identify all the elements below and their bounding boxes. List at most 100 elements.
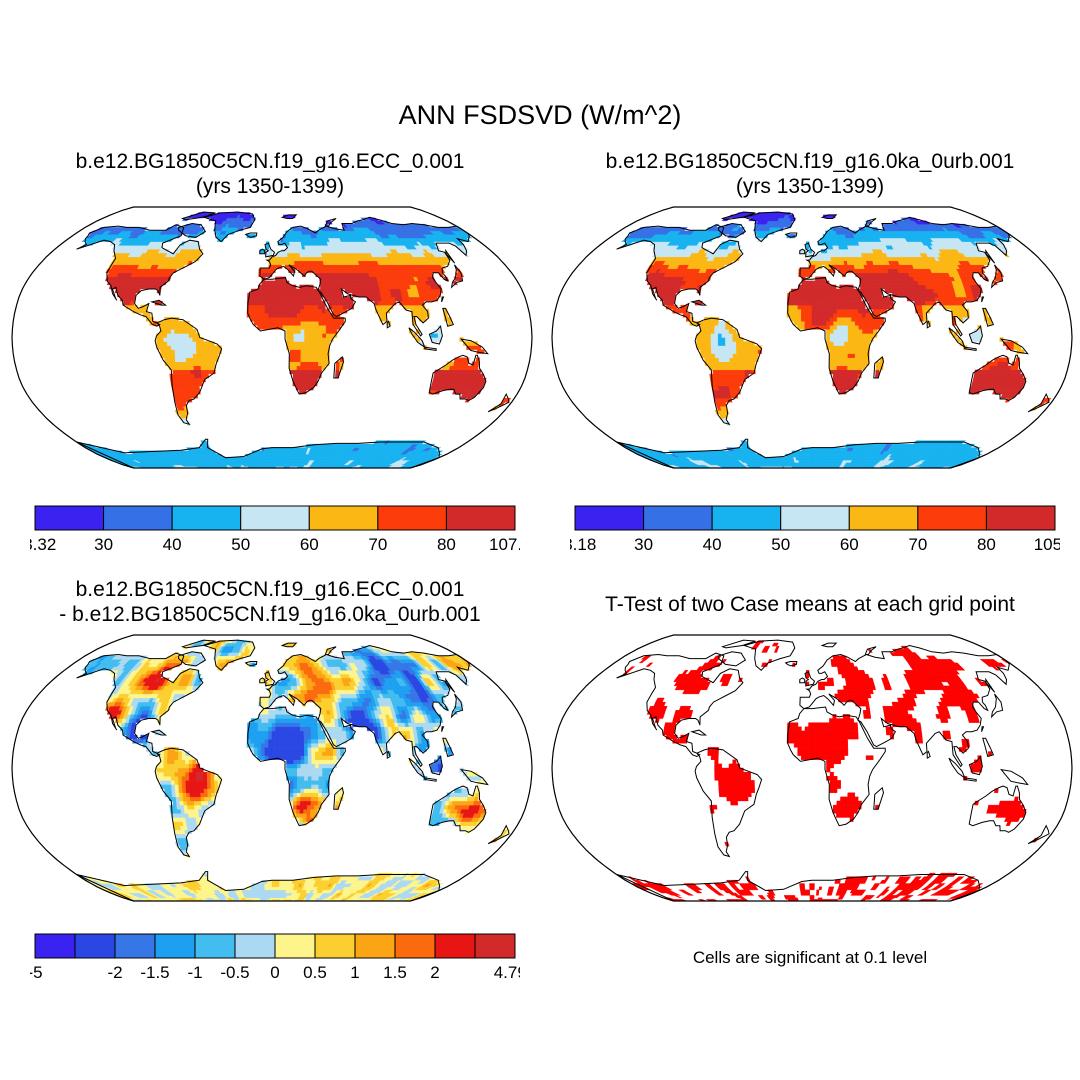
coastline-new-guinea: [459, 338, 489, 355]
coastline-sri-lanka: [926, 320, 931, 329]
map-ttest: [551, 634, 1073, 902]
coastline-ellesmere: [180, 211, 216, 221]
colorbar-label: 40: [163, 535, 182, 554]
map-0ka-mean: [551, 206, 1073, 469]
colorbar-swatch: [574, 505, 645, 531]
colorbar-swatch: [434, 933, 476, 959]
coastline-madagascar: [873, 786, 885, 810]
coastlines: [616, 211, 1050, 468]
coastline-java: [424, 777, 437, 782]
coastline-south-america: [694, 317, 763, 426]
coastline-greenland: [742, 639, 796, 671]
colorbar-label: 13.18: [570, 535, 596, 554]
colorbar-label: 4.794: [494, 963, 520, 982]
coastline-taiwan: [441, 726, 445, 732]
colorbar-label: 70: [368, 535, 387, 554]
coastline-greenland: [202, 211, 256, 243]
coastline-cuba: [690, 729, 708, 736]
colorbar-label: -5: [30, 963, 43, 982]
coastline-ireland: [799, 248, 806, 255]
coastline-new-guinea: [999, 768, 1029, 786]
coastlines: [616, 639, 1050, 901]
coastline-taiwan: [981, 296, 985, 303]
map-cells: [622, 640, 1039, 901]
coastline-sakhalin: [445, 677, 456, 693]
coastline-ireland: [259, 248, 266, 255]
coastline-cuba: [150, 729, 168, 736]
coastline-ireland: [259, 677, 266, 684]
colorbar-label: 13.32: [30, 535, 56, 554]
panel-2-years: (yrs 1350-1399): [735, 175, 885, 198]
coastline-africa: [247, 277, 346, 395]
coastline-iceland: [784, 661, 798, 667]
colorbar-label: 105.2: [1034, 535, 1060, 554]
coastline-africa: [787, 706, 886, 827]
colorbar-swatch: [985, 505, 1056, 531]
coastline-australia: [428, 785, 487, 833]
coastline-australia: [428, 354, 487, 402]
coastline-taiwan: [981, 726, 985, 732]
coastline-borneo: [968, 755, 983, 776]
coastline-baffin: [718, 651, 747, 667]
colorbar-label: 107.87: [489, 535, 520, 554]
colorbar-swatch: [234, 933, 276, 959]
coastline-antarctica: [76, 438, 441, 468]
panel-1-years: (yrs 1350-1399): [195, 175, 345, 198]
colorbar-swatch: [711, 505, 782, 531]
coastline-uk: [804, 671, 816, 687]
colorbar-label: 40: [703, 535, 722, 554]
panel-3-subtitle: - b.e12.BG1850C5CN.f19_g16.0ka_0urb.001: [59, 603, 481, 626]
coastline-ellesmere: [720, 211, 756, 221]
coastline-cuba: [150, 299, 168, 306]
colorbar-swatch: [643, 505, 713, 531]
coastline-novaya-zemlya: [864, 218, 877, 227]
map-cells: [619, 212, 1052, 468]
colorbar-swatch: [34, 505, 105, 531]
coastline-new-guinea: [999, 338, 1029, 355]
colorbar-label: 2: [430, 963, 439, 982]
panel-2-title: b.e12.BG1850C5CN.f19_g16.0ka_0urb.001: [605, 150, 1015, 173]
colorbar-label: 50: [231, 535, 250, 554]
coastline-australia: [968, 354, 1027, 402]
colorbar-swatch: [445, 505, 516, 531]
coastline-baffin: [178, 222, 207, 238]
coastline-borneo: [428, 755, 443, 776]
coastline-sri-lanka: [386, 320, 391, 329]
coastline-north-america: [76, 652, 204, 758]
coastline-north-america: [616, 224, 744, 327]
coastline-uk: [264, 242, 276, 258]
panel-3-title: b.e12.BG1850C5CN.f19_g16.ECC_0.001: [75, 578, 465, 601]
coastline-madagascar: [873, 355, 885, 379]
colorbar-label: 1: [350, 963, 359, 982]
colorbar-label: 1.5: [383, 963, 407, 982]
colorbar-label: 80: [437, 535, 456, 554]
colorbar-label: 0: [270, 963, 279, 982]
map-border: [551, 206, 1073, 469]
coastline-new-guinea: [459, 768, 489, 786]
colorbar-label: 30: [634, 535, 653, 554]
colorbar-label: 50: [771, 535, 790, 554]
colorbar-label: -1: [187, 963, 202, 982]
colorbar-swatch: [354, 933, 396, 959]
coastline-baffin: [718, 222, 747, 238]
coastline-philippines: [982, 307, 995, 327]
coastline-sakhalin: [445, 248, 456, 264]
colorbar-label: 30: [94, 535, 113, 554]
coastline-south-america: [694, 747, 763, 858]
colorbar-swatch: [240, 505, 310, 531]
map-cells: [79, 640, 512, 901]
colorbar-label: -1.5: [140, 963, 169, 982]
colorbar-ecc: 13.32 30 40 50 60 70 80 107.87: [30, 505, 520, 554]
colorbar-difference: -5 -2 -1.5 -1 -0.5 0 0.5 1 1.5 2 4.794: [30, 933, 520, 982]
coastline-philippines: [442, 307, 455, 327]
colorbar-swatch: [780, 505, 850, 531]
coastline-africa: [787, 277, 886, 395]
coastline-madagascar: [333, 786, 345, 810]
map-border: [11, 634, 533, 902]
coastline-africa: [247, 706, 346, 827]
colorbar-swatch: [308, 505, 379, 531]
coastline-java: [964, 346, 977, 351]
map-border: [11, 206, 533, 469]
coastline-ellesmere: [180, 639, 216, 649]
map-border: [551, 634, 1073, 902]
